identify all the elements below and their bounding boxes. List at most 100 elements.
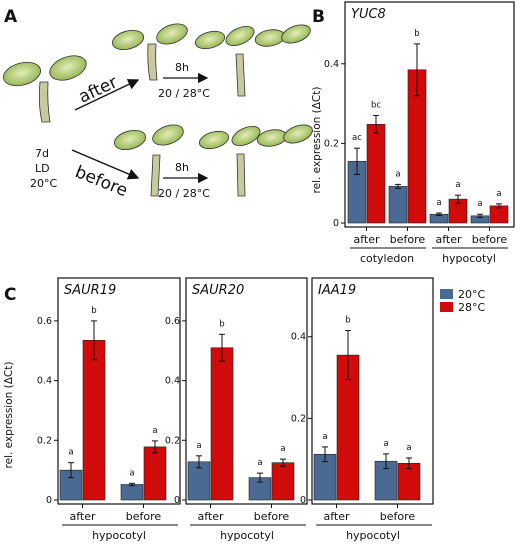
- x-tick-label-after: after: [323, 510, 350, 523]
- bar-after-28c: [210, 347, 234, 501]
- plot-frame: [311, 277, 434, 505]
- bar-before-28c: [143, 446, 167, 501]
- y-tick-label: 0.6: [165, 316, 180, 327]
- plot-frame: [57, 277, 181, 505]
- condition-light: LD: [35, 162, 50, 175]
- y-tick-label: 0.2: [291, 413, 306, 424]
- legend-label-20: 20°C: [458, 288, 485, 301]
- seedling-initial-image: [3, 55, 87, 123]
- bar-before-20c: [120, 484, 144, 501]
- hypocotyl-before-final-image: [236, 153, 246, 197]
- chart-saur20: SAUR20 0 0.2 0.4 0.6 a b after a a before hypocotyl: [165, 277, 308, 542]
- plot-frame: [344, 1, 515, 228]
- significance-letter: a: [477, 199, 482, 209]
- x-tick-label-before: before: [472, 233, 508, 246]
- legend-label-28: 28°C: [458, 301, 485, 314]
- significance-letter: bc: [371, 101, 381, 111]
- significance-letter: a: [436, 198, 441, 208]
- significance-letter: b: [414, 29, 419, 39]
- panel-letter-b: B: [312, 7, 325, 27]
- cotyledons-after-image: [194, 25, 255, 50]
- significance-letter: a: [496, 189, 501, 199]
- x-tick-label-after: after: [197, 510, 224, 523]
- significance-letter: a: [257, 458, 262, 468]
- legend-swatch-28: [440, 302, 453, 312]
- label-after: after: [76, 72, 121, 107]
- tissue-label-hypocotyl: hypocotyl: [442, 252, 496, 265]
- bar-after-28c: [82, 339, 106, 501]
- y-tick-label: 0.4: [37, 376, 52, 387]
- y-tick-label: 0.2: [37, 435, 52, 446]
- x-tick-label-before: before: [380, 510, 416, 523]
- significance-letter: ac: [352, 133, 362, 143]
- x-tick-label-before: before: [126, 510, 162, 523]
- y-tick-label: 0: [46, 495, 52, 506]
- y-tick-label: 0.2: [324, 138, 339, 149]
- significance-letter: a: [68, 448, 73, 458]
- significance-letter: a: [406, 443, 411, 453]
- label-after-temp: 20 / 28°C: [158, 87, 210, 100]
- x-tick-label-after: after: [435, 233, 462, 246]
- significance-letter: a: [196, 441, 201, 451]
- significance-letter: a: [280, 444, 285, 454]
- significance-letter: b: [219, 319, 224, 329]
- hypocotyl-after-image: [235, 53, 246, 97]
- panel-letter-a: A: [4, 7, 18, 27]
- tissue-label-hypocotyl: hypocotyl: [346, 529, 400, 542]
- chart-iaa19: IAA19 0 0.2 0.4 a b after a a before hypocotyl: [291, 277, 434, 542]
- arrow-before: [71, 149, 140, 180]
- significance-letter: a: [395, 169, 400, 179]
- x-tick-label-before: before: [390, 233, 426, 246]
- significance-letter: a: [322, 432, 327, 442]
- chart-saur19: SAUR19 0 0.2 0.4 0.6 a b after a a before hypocotyl: [37, 277, 181, 542]
- chart-title: SAUR19: [64, 283, 116, 298]
- y-tick-label: 0.6: [37, 316, 52, 327]
- label-before-temp: 20 / 28°C: [158, 187, 210, 200]
- x-tick-label-after: after: [353, 233, 380, 246]
- arrow-after: [74, 79, 140, 111]
- chart-yuc8: YUC8 0 0.2 0.4 ac bc after a b before a a after a a bef…: [324, 1, 515, 265]
- bar-before-28c: [271, 462, 295, 501]
- condition-age: 7d: [35, 147, 49, 160]
- bar-after-28c: [366, 123, 386, 224]
- condition-temp: 20°C: [30, 177, 57, 190]
- tissue-label-hypocotyl: hypocotyl: [92, 529, 146, 542]
- significance-letter: a: [152, 426, 157, 436]
- significance-letter: a: [455, 180, 460, 190]
- bar-before-28c: [489, 205, 509, 224]
- hypocotyl-before-image: [150, 154, 161, 197]
- significance-letter: b: [91, 306, 96, 316]
- label-before-time: 8h: [175, 161, 189, 174]
- seedling-after-image: [111, 23, 188, 81]
- label-after-time: 8h: [175, 61, 189, 74]
- significance-letter: a: [129, 468, 134, 478]
- y-tick-label: 0: [300, 495, 306, 506]
- tissue-label-hypocotyl: hypocotyl: [220, 529, 274, 542]
- y-tick-label: 0: [333, 218, 339, 229]
- label-before: before: [72, 162, 130, 201]
- chart-title: IAA19: [318, 283, 356, 298]
- y-tick-label: 0.4: [165, 376, 180, 387]
- legend: 20°C 28°C: [440, 288, 485, 314]
- chart-title: YUC8: [351, 7, 386, 22]
- ylabel-saur19: rel. expression (ΔCt): [3, 362, 15, 469]
- y-tick-label: 0.2: [165, 435, 180, 446]
- panel-letter-c: C: [4, 285, 16, 305]
- plot-frame: [185, 277, 308, 505]
- cotyledons-after-final-image: [254, 24, 311, 47]
- legend-swatch-20: [440, 289, 453, 299]
- y-tick-label: 0.4: [291, 332, 306, 343]
- x-tick-label-after: after: [69, 510, 96, 523]
- panel-a: A 7d LD 20°C after before 8h 20 / 28°C: [3, 7, 313, 201]
- cotyledons-before-image: [113, 124, 184, 151]
- tissue-label-cotyledon: cotyledon: [360, 252, 414, 265]
- significance-letter: b: [345, 316, 350, 326]
- bar-before-20c: [388, 186, 408, 224]
- y-tick-label: 0: [174, 495, 180, 506]
- y-tick-label: 0.4: [324, 59, 339, 70]
- cotyledons-before-final-image: [198, 124, 313, 150]
- significance-letter: a: [383, 439, 388, 449]
- x-tick-label-before: before: [254, 510, 290, 523]
- chart-title: SAUR20: [192, 283, 244, 298]
